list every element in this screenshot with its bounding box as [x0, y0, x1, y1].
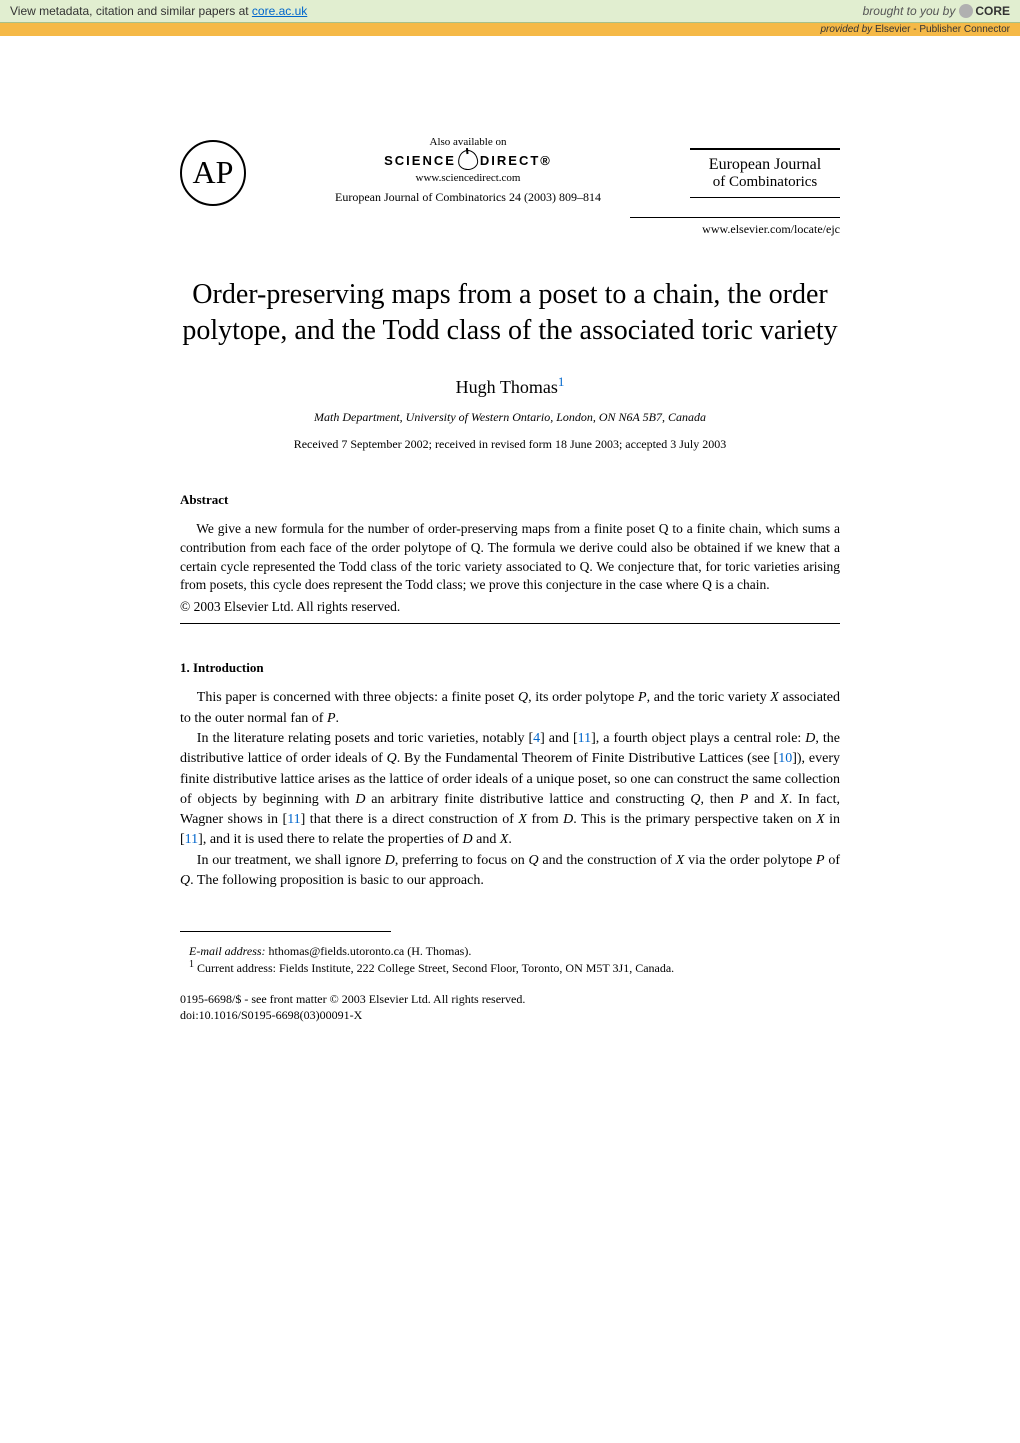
abstract-body: We give a new formula for the number of … — [180, 520, 840, 596]
banner-prefix: View metadata, citation and similar pape… — [10, 4, 252, 18]
abstract-heading: Abstract — [180, 492, 840, 508]
dates: Received 7 September 2002; received in r… — [180, 437, 840, 452]
paper-header: AP Also available on SCIENCE DIRECT® www… — [180, 136, 840, 209]
provider-banner: provided by Elsevier - Publisher Connect… — [0, 23, 1020, 36]
banner-left: View metadata, citation and similar pape… — [10, 4, 307, 18]
sciencedirect-url: www.sciencedirect.com — [246, 172, 690, 184]
address-footnote: 1 Current address: Fields Institute, 222… — [180, 959, 840, 976]
intro-heading: 1. Introduction — [180, 660, 840, 676]
affiliation: Math Department, University of Western O… — [180, 410, 840, 425]
ref-11c[interactable]: 11 — [185, 832, 198, 847]
divider — [180, 623, 840, 624]
intro-p1: This paper is concerned with three objec… — [180, 688, 840, 729]
footnotes: E-mail address: hthomas@fields.utoronto.… — [180, 944, 840, 976]
science-label-left: SCIENCE — [384, 153, 456, 168]
locate-url: www.elsevier.com/locate/ejc — [630, 217, 840, 237]
provided-by-prefix: provided by — [820, 24, 874, 35]
science-label-right: DIRECT® — [480, 153, 552, 168]
ref-11[interactable]: 11 — [578, 731, 591, 746]
footer-meta: 0195-6698/$ - see front matter © 2003 El… — [180, 992, 840, 1023]
core-logo[interactable]: CORE — [959, 4, 1010, 18]
journal-name-2: of Combinatorics — [690, 174, 840, 191]
sciencedirect-logo: SCIENCE DIRECT® — [246, 150, 690, 170]
abstract-copyright: © 2003 Elsevier Ltd. All rights reserved… — [180, 599, 840, 615]
paper-title: Order-preserving maps from a poset to a … — [180, 277, 840, 350]
provider-name: Elsevier - Publisher Connector — [875, 24, 1010, 35]
core-banner: View metadata, citation and similar pape… — [0, 0, 1020, 23]
author: Hugh Thomas1 — [180, 374, 840, 398]
author-footnote-link[interactable]: 1 — [558, 374, 565, 389]
intro-body: This paper is concerned with three objec… — [180, 688, 840, 891]
sciencedirect-block: Also available on SCIENCE DIRECT® www.sc… — [246, 136, 690, 209]
sciencedirect-icon — [457, 149, 479, 171]
core-icon — [959, 4, 973, 18]
journal-box: European Journal of Combinatorics — [690, 148, 840, 198]
core-link[interactable]: core.ac.uk — [252, 4, 307, 18]
fn1-text: Current address: Fields Institute, 222 C… — [194, 961, 674, 975]
author-name: Hugh Thomas — [456, 377, 558, 397]
journal-name-1: European Journal — [690, 156, 840, 174]
intro-p3: In our treatment, we shall ignore D, pre… — [180, 851, 840, 892]
footnote-rule — [180, 931, 391, 940]
email-label: E-mail address: — [189, 944, 266, 958]
doi-line: doi:10.1016/S0195-6698(03)00091-X — [180, 1008, 840, 1024]
ap-logo: AP — [180, 140, 246, 206]
also-available: Also available on — [246, 136, 690, 148]
core-label: CORE — [975, 4, 1010, 18]
brought-by: brought to you by — [863, 4, 956, 18]
ref-10[interactable]: 10 — [778, 751, 792, 766]
issn-line: 0195-6698/$ - see front matter © 2003 El… — [180, 992, 840, 1008]
abstract-text: We give a new formula for the number of … — [180, 520, 840, 596]
banner-right: brought to you by CORE — [863, 4, 1010, 18]
paper-page: AP Also available on SCIENCE DIRECT® www… — [0, 36, 1020, 1064]
citation: European Journal of Combinatorics 24 (20… — [246, 190, 690, 205]
intro-p2: In the literature relating posets and to… — [180, 729, 840, 851]
email-footnote: E-mail address: hthomas@fields.utoronto.… — [180, 944, 840, 959]
email-value: hthomas@fields.utoronto.ca (H. Thomas). — [266, 944, 472, 958]
ref-11b[interactable]: 11 — [287, 812, 300, 827]
